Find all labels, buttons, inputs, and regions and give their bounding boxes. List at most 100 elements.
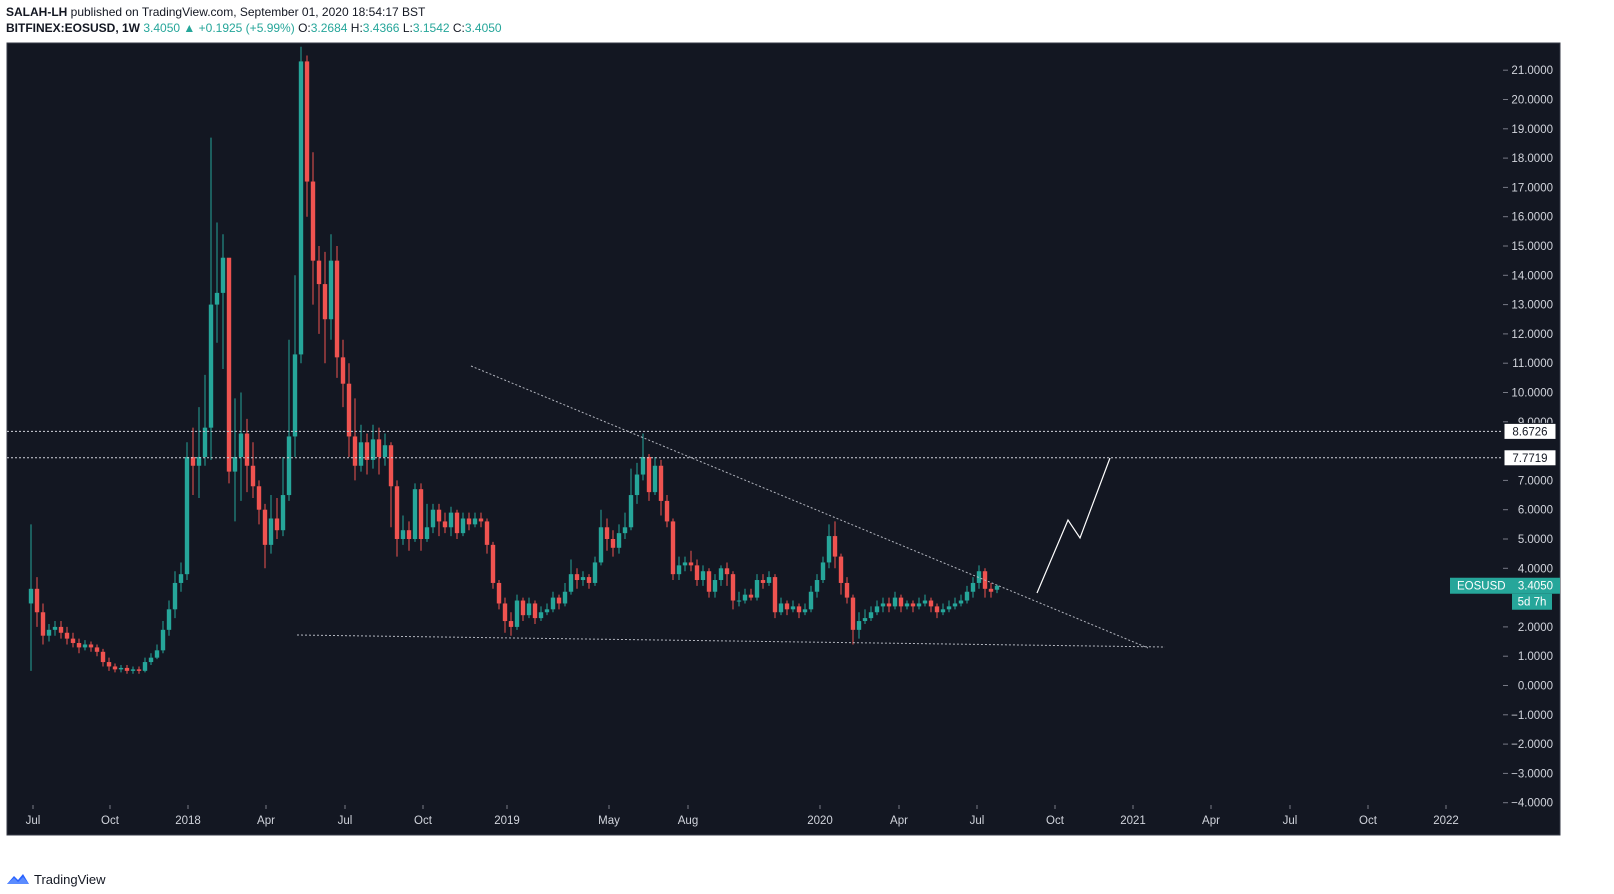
candle-body	[634, 474, 640, 496]
candle-body	[382, 445, 388, 457]
candle-body	[952, 603, 958, 607]
candle-body	[892, 597, 898, 607]
price-tick-label: −2.0000	[1511, 739, 1553, 751]
high-value: 3.4366	[362, 21, 400, 35]
candle-body	[814, 580, 820, 592]
candle-body	[142, 662, 148, 671]
candle-body	[244, 433, 250, 466]
level-price-label: 7.7719	[1512, 453, 1547, 465]
price-tick-label: 2.0000	[1518, 622, 1553, 634]
countdown-tag	[1512, 593, 1552, 610]
support-trendline[interactable]	[296, 634, 1166, 648]
candle-body	[196, 456, 202, 466]
symbol-name[interactable]: BITFINEX:EOSUSD, 1W	[6, 21, 141, 35]
candle-body	[550, 597, 556, 610]
candle-body	[46, 629, 52, 636]
candle-body	[28, 588, 34, 604]
candle-body	[88, 644, 94, 648]
candle-body	[826, 536, 832, 563]
candle-body	[820, 562, 826, 581]
candle-body	[676, 565, 682, 575]
candle-body	[976, 571, 982, 583]
candle-body	[352, 436, 358, 466]
publisher-line: SALAH-LH published on TradingView.com, S…	[6, 4, 502, 20]
tradingview-brand[interactable]: TradingView	[34, 871, 106, 887]
time-tick-label: Jul	[970, 815, 985, 827]
time-tick-label: Jul	[1283, 815, 1298, 827]
current-symbol-label: EOSUSD	[1457, 581, 1506, 593]
candle-body	[424, 527, 430, 539]
price-tick-label: 5.0000	[1518, 534, 1553, 546]
candle-body	[70, 638, 76, 644]
projection-path[interactable]	[1036, 457, 1111, 594]
candle-body	[652, 465, 658, 493]
candle-body	[760, 580, 766, 583]
candle-body	[280, 495, 286, 531]
candle-body	[628, 495, 634, 528]
price-tick-label: 14.0000	[1511, 270, 1553, 282]
candle-body	[322, 284, 328, 320]
candle-body	[298, 61, 304, 355]
candle-body	[670, 521, 676, 575]
candle-body	[100, 651, 106, 663]
time-tick-label: Aug	[678, 815, 698, 827]
candle-body	[646, 456, 652, 493]
symbol-line: BITFINEX:EOSUSD, 1W 3.4050 ▲ +0.1925 (+5…	[6, 20, 502, 36]
time-tick-label: 2018	[175, 815, 201, 827]
candle-body	[682, 562, 688, 566]
candle-body	[430, 509, 436, 528]
publisher-name[interactable]: SALAH-LH	[6, 5, 68, 19]
candle-body	[34, 588, 40, 613]
candle-body	[370, 439, 376, 460]
candle-body	[94, 647, 100, 652]
candle-body	[148, 657, 154, 663]
candle-body	[262, 509, 268, 545]
plot-area[interactable]	[7, 43, 1503, 805]
price-tick-label: 15.0000	[1511, 241, 1553, 253]
candle-body	[724, 568, 730, 575]
level-price-label: 8.6726	[1512, 426, 1547, 438]
time-tick-label: Jul	[338, 815, 353, 827]
price-tick-label: 18.0000	[1511, 153, 1553, 165]
candle-body	[376, 439, 382, 457]
candle-body	[970, 582, 976, 592]
candle-body	[208, 304, 214, 428]
time-tick-label: 2019	[494, 815, 520, 827]
candle-body	[154, 650, 160, 658]
candle-body	[958, 600, 964, 604]
candle-body	[754, 580, 760, 598]
up-arrow-icon: ▲	[183, 21, 196, 35]
candle-body	[910, 603, 916, 607]
candle-body	[460, 518, 466, 534]
candle-body	[850, 597, 856, 630]
candle-body	[364, 442, 370, 460]
time-tick-label: Apr	[257, 815, 275, 827]
candle-body	[442, 521, 448, 528]
price-tick-label: 13.0000	[1511, 300, 1553, 312]
chart-frame	[6, 42, 1561, 836]
candle-body	[160, 629, 166, 651]
candle-body	[388, 445, 394, 487]
price-tick-label: 21.0000	[1511, 65, 1553, 77]
candle-body	[310, 181, 316, 261]
time-tick-label: Apr	[890, 815, 908, 827]
candle-body	[934, 606, 940, 613]
candle-body	[730, 574, 736, 601]
candle-body	[214, 292, 220, 305]
price-tick-label: 1.0000	[1518, 651, 1553, 663]
candle-body	[508, 621, 514, 627]
countdown-label: 5d 7h	[1518, 597, 1547, 609]
footer: TradingView	[6, 868, 106, 890]
time-axis[interactable]	[7, 805, 1560, 835]
candle-body	[316, 260, 322, 285]
candle-body	[58, 626, 64, 633]
price-tick-label: −3.0000	[1511, 768, 1553, 780]
candle-body	[592, 562, 598, 583]
candle-body	[190, 456, 196, 466]
time-tick-label: Oct	[1359, 815, 1378, 827]
candle-body	[76, 643, 82, 648]
candle-body	[52, 626, 58, 630]
candle-body	[904, 603, 910, 607]
candle-body	[394, 486, 400, 539]
